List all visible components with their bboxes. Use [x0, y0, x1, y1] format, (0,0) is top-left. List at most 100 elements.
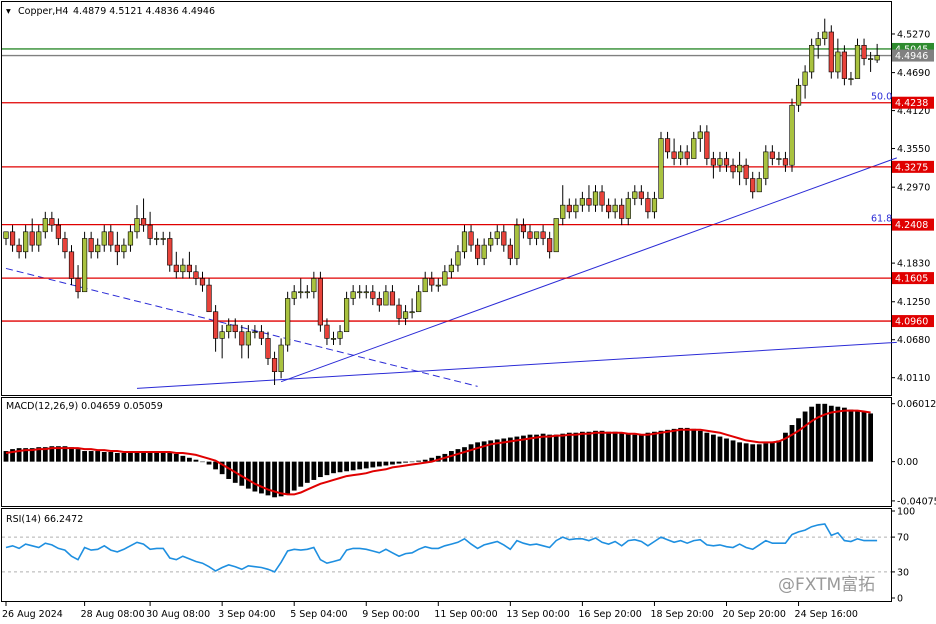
candle-body: [370, 291, 376, 299]
price-tick-label: 4.1250: [897, 297, 930, 308]
candle-body: [874, 55, 880, 61]
macd-bar: [88, 451, 94, 462]
macd-bar: [376, 461, 382, 467]
candle-body: [121, 244, 127, 253]
candle-body: [9, 231, 16, 246]
macd-bar: [23, 448, 29, 462]
macd-bar: [684, 427, 690, 462]
candle-body: [147, 224, 153, 239]
candle-body: [710, 158, 716, 166]
macd-bar: [638, 434, 644, 462]
candle-body: [49, 218, 55, 226]
candle-body: [815, 38, 821, 46]
candle-body: [337, 331, 343, 339]
candle-body: [186, 264, 193, 273]
macd-bar: [632, 434, 638, 462]
candle-body: [861, 44, 867, 59]
macd-bar: [409, 461, 415, 463]
level-badge-label: 4.0960: [895, 317, 928, 328]
macd-bar: [304, 461, 310, 483]
price-tick-label: 4.0110: [897, 373, 930, 384]
candle-body: [278, 344, 284, 372]
macd-bar: [416, 460, 422, 462]
macd-bar: [3, 451, 9, 462]
macd-bar: [272, 461, 277, 498]
rsi-panel: 100 70 30 0: [2, 507, 915, 605]
time-tick-label: 28 Aug 08:00: [81, 609, 145, 620]
macd-bar: [724, 438, 729, 462]
candle-body: [835, 51, 841, 73]
candle-body: [226, 324, 232, 333]
candle-body: [605, 204, 612, 213]
candle-body: [592, 191, 599, 206]
level-badge-label: 4.2408: [895, 220, 928, 231]
macd-bar: [625, 433, 631, 462]
candle-body: [468, 231, 474, 246]
macd-bar: [252, 461, 258, 492]
macd-bar: [534, 434, 539, 462]
candle-body: [127, 231, 134, 246]
candle-body: [782, 158, 789, 166]
macd-bar: [350, 461, 356, 471]
time-tick-label: 16 Sep 20:00: [578, 609, 641, 620]
candle-body: [363, 291, 369, 294]
macd-bar: [815, 403, 821, 462]
macd-bar: [219, 461, 225, 475]
time-tick-label: 24 Sep 16:00: [795, 609, 858, 620]
macd-bar: [363, 461, 369, 469]
macd-bar: [553, 434, 559, 462]
candle-body: [3, 231, 9, 239]
candle-body: [730, 164, 736, 173]
macd-bar: [75, 449, 81, 462]
macd-bar: [200, 461, 205, 463]
macd-bar: [114, 452, 120, 462]
candle-body: [540, 231, 546, 239]
macd-bar: [547, 434, 553, 462]
macd-bar: [580, 431, 585, 462]
macd-bar: [173, 453, 179, 462]
candle-body: [579, 198, 585, 206]
candle-body: [743, 164, 749, 179]
candle-body: [409, 311, 415, 314]
candle-body: [389, 291, 396, 306]
macd-bar: [141, 452, 146, 462]
level-badge-label: 4.4238: [895, 98, 928, 109]
candle-body: [416, 291, 422, 313]
candle-body: [29, 231, 35, 246]
macd-bar: [108, 452, 114, 462]
macd-bar: [187, 457, 192, 462]
macd-bar: [711, 434, 716, 462]
macd-bar: [586, 431, 592, 462]
macd-title: MACD(12,26,9) 0.04659 0.05059: [6, 401, 163, 412]
candle-body: [101, 231, 107, 246]
macd-bar: [344, 461, 349, 472]
macd-bar: [167, 452, 173, 462]
macd-bar: [855, 410, 860, 462]
rsi-tick-label: 70: [897, 533, 909, 544]
chevron-down-icon[interactable]: ▾: [6, 6, 11, 17]
candle-body: [619, 204, 625, 219]
macd-bar: [750, 444, 756, 462]
candle-body: [402, 311, 409, 319]
macd-bar: [842, 407, 847, 462]
macd-bar: [10, 449, 15, 462]
candle-body: [252, 331, 258, 334]
macd-bar: [776, 440, 782, 462]
macd-bar: [809, 406, 815, 462]
macd-bar: [324, 461, 330, 476]
candle-body: [455, 251, 461, 266]
macd-signal-line: [5, 409, 871, 496]
fib-label: 50.0: [871, 92, 892, 103]
time-tick-label: 3 Sep 04:00: [218, 609, 275, 620]
candle-body: [750, 178, 756, 193]
macd-bar: [370, 461, 376, 468]
candle-body: [573, 204, 579, 213]
candle-body: [317, 278, 324, 326]
candle-body: [396, 304, 402, 319]
candle-body: [599, 191, 605, 206]
macd-bar: [180, 455, 186, 462]
candle-body: [795, 84, 802, 106]
candle-body: [448, 264, 455, 273]
macd-bar: [501, 438, 507, 462]
macd-bar: [678, 427, 684, 462]
